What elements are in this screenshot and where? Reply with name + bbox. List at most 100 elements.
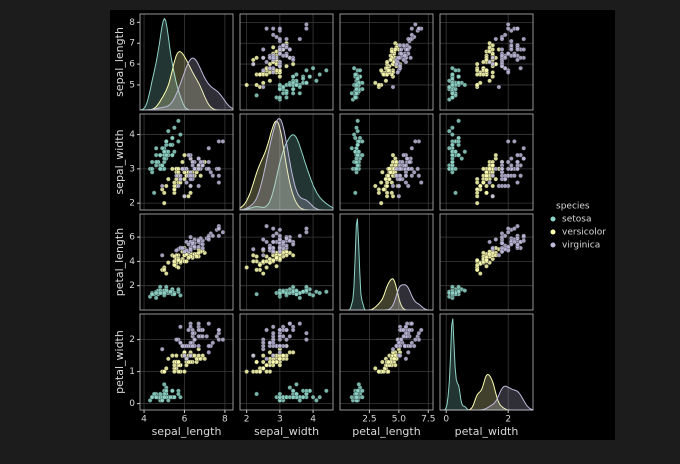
scatter-point xyxy=(490,47,495,52)
scatter-point xyxy=(180,245,185,251)
scatter-point xyxy=(277,245,283,251)
scatter-point xyxy=(149,159,155,165)
scatter-point xyxy=(178,394,183,400)
scatter-point xyxy=(418,327,424,333)
scatter-point xyxy=(264,362,269,368)
scatter-point xyxy=(397,343,403,349)
scatter-point xyxy=(450,156,455,161)
scatter-point xyxy=(277,362,283,368)
scatter-point xyxy=(182,152,187,158)
scatter-point xyxy=(450,91,455,96)
scatter-point xyxy=(287,321,293,326)
scatter-point xyxy=(162,190,167,196)
scatter-point xyxy=(277,343,283,349)
scatter-point xyxy=(168,289,173,295)
y-tick-label: 0 xyxy=(129,399,135,409)
scatter-point xyxy=(216,139,222,144)
scatter-point xyxy=(487,78,492,84)
scatter-point xyxy=(251,246,256,252)
scatter-point xyxy=(260,55,266,61)
scatter-point xyxy=(415,166,420,172)
scatter-point xyxy=(376,190,382,196)
scatter-point xyxy=(182,249,187,254)
scatter-point xyxy=(297,84,303,90)
scatter-point xyxy=(300,76,306,81)
scatter-point xyxy=(277,290,283,296)
scatter-point xyxy=(162,369,167,374)
y-tick-label: 5 xyxy=(129,80,135,90)
scatter-point xyxy=(284,327,289,333)
scatter-point xyxy=(260,237,266,242)
scatter-point xyxy=(164,271,169,276)
scatter-point xyxy=(172,394,177,400)
y-tick-label: 4 xyxy=(129,257,135,267)
scatter-point xyxy=(170,152,175,158)
scatter-point xyxy=(349,146,355,151)
scatter-point xyxy=(411,170,417,175)
scatter-point xyxy=(264,26,269,31)
scatter-point xyxy=(287,238,293,243)
scatter-point xyxy=(196,321,201,326)
scatter-point xyxy=(214,334,220,339)
scatter-point xyxy=(277,337,283,342)
scatter-point xyxy=(490,74,495,79)
scatter-point xyxy=(208,170,214,175)
scatter-point xyxy=(307,74,312,79)
scatter-point xyxy=(505,244,511,250)
scatter-point xyxy=(294,391,299,397)
scatter-point xyxy=(317,72,322,77)
scatter-point xyxy=(157,391,163,397)
scatter-point xyxy=(518,173,523,178)
scatter-point xyxy=(484,257,489,263)
scatter-point xyxy=(384,59,390,65)
scatter-point xyxy=(277,86,283,92)
scatter-point xyxy=(391,356,397,362)
scatter-point xyxy=(502,55,508,61)
scatter-point xyxy=(395,70,400,75)
scatter-point xyxy=(505,70,511,75)
scatter-point xyxy=(386,359,391,365)
scatter-point xyxy=(493,166,499,172)
scatter-point xyxy=(277,95,283,100)
scatter-point xyxy=(324,388,329,394)
scatter-point xyxy=(180,159,185,165)
scatter-point xyxy=(178,324,183,330)
scatter-point xyxy=(196,183,201,189)
scatter-point xyxy=(157,166,163,172)
scatter-point xyxy=(487,180,492,185)
scatter-point xyxy=(180,166,185,172)
scatter-point xyxy=(456,74,461,79)
scatter-point xyxy=(515,223,520,229)
scatter-point xyxy=(188,246,193,252)
scatter-point xyxy=(453,86,458,92)
scatter-point xyxy=(277,391,283,397)
scatter-point xyxy=(409,166,415,172)
scatter-point xyxy=(404,47,410,52)
scatter-point xyxy=(450,132,455,137)
scatter-point xyxy=(456,139,461,144)
legend-marker xyxy=(550,229,556,235)
scatter-point xyxy=(487,59,492,65)
scatter-point xyxy=(512,239,517,245)
scatter-point xyxy=(478,271,483,276)
y-axis-label: petal_length xyxy=(113,228,126,296)
scatter-point xyxy=(176,139,181,144)
scatter-point xyxy=(499,245,505,251)
panel-border xyxy=(439,113,534,211)
scatter-point xyxy=(515,242,520,247)
scatter-point xyxy=(349,91,355,96)
scatter-point xyxy=(521,47,526,52)
scatter-point xyxy=(176,118,181,124)
scatter-point xyxy=(509,156,514,161)
scatter-point xyxy=(409,173,415,178)
panel-border xyxy=(339,313,434,411)
scatter-point xyxy=(186,255,191,260)
scatter-point xyxy=(403,173,409,178)
scatter-point xyxy=(182,369,187,374)
scatter-point xyxy=(401,327,406,333)
scatter-point xyxy=(376,369,382,374)
scatter-point xyxy=(304,22,309,27)
scatter-point xyxy=(290,350,296,355)
scatter-point xyxy=(151,391,157,397)
